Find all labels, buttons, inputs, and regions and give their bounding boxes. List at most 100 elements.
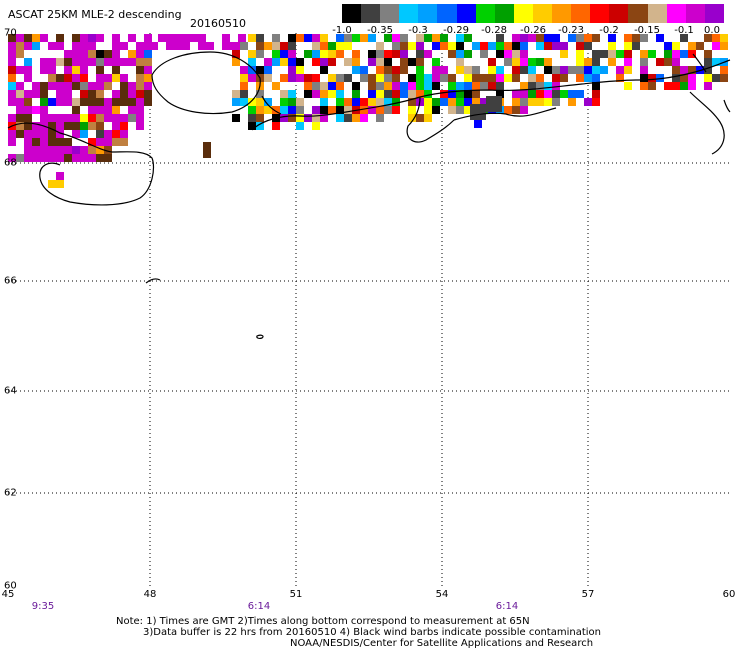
colorbar-swatch xyxy=(552,4,572,23)
wind-cell xyxy=(136,42,144,50)
wind-cell xyxy=(280,42,288,50)
wind-cell xyxy=(320,114,328,122)
lon-label: 51 xyxy=(289,589,303,600)
wind-cell xyxy=(400,34,408,42)
wind-cell xyxy=(320,42,328,50)
wind-cell xyxy=(456,82,464,90)
wind-cell xyxy=(232,98,240,106)
lat-lon-gridlines xyxy=(8,33,730,587)
wind-cell xyxy=(584,66,592,74)
wind-cell xyxy=(96,114,104,122)
wind-cell xyxy=(88,90,96,98)
wind-cell xyxy=(264,42,272,50)
wind-cell xyxy=(112,114,120,122)
wind-cell xyxy=(544,42,552,50)
wind-cell xyxy=(368,106,376,114)
wind-cell xyxy=(222,42,230,50)
wind-cell xyxy=(440,90,448,98)
wind-cell xyxy=(56,154,64,162)
wind-cell xyxy=(486,96,502,112)
wind-cell xyxy=(296,122,304,130)
wind-cell xyxy=(120,130,128,138)
wind-cell xyxy=(96,34,104,42)
wind-cell xyxy=(576,50,584,58)
wind-cell xyxy=(144,50,152,58)
wind-cell xyxy=(544,34,552,42)
time-label: 9:35 xyxy=(31,601,55,612)
wind-cell xyxy=(512,90,520,98)
wind-cell xyxy=(392,42,400,50)
wind-cell xyxy=(320,98,328,106)
wind-cell xyxy=(128,114,136,122)
wind-cell xyxy=(416,66,424,74)
wind-cell xyxy=(64,138,72,146)
wind-cell xyxy=(312,114,320,122)
wind-cell xyxy=(592,90,600,98)
wind-cell xyxy=(432,34,440,42)
wind-cell xyxy=(488,66,496,74)
wind-cell xyxy=(664,50,672,58)
wind-cell xyxy=(232,90,240,98)
wind-cell xyxy=(704,58,712,66)
wind-cell xyxy=(128,98,136,106)
wind-cell xyxy=(488,58,496,66)
footer-note-line-2: 3)Data buffer is 22 hrs from 20160510 4)… xyxy=(143,627,601,638)
wind-cell xyxy=(672,50,680,58)
wind-cell xyxy=(472,42,480,50)
wind-cell xyxy=(584,34,592,42)
wind-cell xyxy=(352,66,360,74)
wind-cell xyxy=(272,58,280,66)
wind-cell xyxy=(280,98,288,106)
wind-cell xyxy=(384,90,392,98)
wind-cell xyxy=(448,106,456,114)
wind-cell xyxy=(336,34,344,42)
wind-cell xyxy=(144,58,152,66)
wind-cell xyxy=(440,42,448,50)
wind-cell xyxy=(360,34,368,42)
wind-cell xyxy=(584,74,592,82)
wind-cell xyxy=(80,146,88,154)
wind-cell xyxy=(72,98,80,106)
wind-cell xyxy=(416,58,424,66)
wind-cell xyxy=(376,106,384,114)
wind-cell xyxy=(72,154,80,162)
wind-cell xyxy=(120,106,128,114)
colorbar-swatch xyxy=(685,4,705,23)
wind-cell xyxy=(544,82,552,90)
wind-cell xyxy=(352,34,360,42)
wind-cell xyxy=(104,130,112,138)
colorbar-swatch xyxy=(704,4,724,23)
wind-cell xyxy=(56,82,64,90)
wind-cell xyxy=(16,154,24,162)
wind-cell xyxy=(232,114,240,122)
wind-cell xyxy=(448,90,456,98)
wind-cell xyxy=(104,154,112,162)
wind-cell xyxy=(432,66,440,74)
wind-cell xyxy=(264,74,272,82)
wind-cell xyxy=(256,42,264,50)
wind-cell xyxy=(8,50,16,58)
wind-cell xyxy=(48,114,56,122)
wind-cell xyxy=(544,90,552,98)
wind-cell xyxy=(136,58,144,66)
wind-cell xyxy=(320,82,328,90)
wind-cell xyxy=(400,42,408,50)
wind-cell xyxy=(328,90,336,98)
wind-cell xyxy=(80,42,88,50)
wind-cell xyxy=(360,98,368,106)
wind-cell xyxy=(136,98,144,106)
wind-cell xyxy=(360,106,368,114)
wind-cell xyxy=(408,74,416,82)
time-label: 6:14 xyxy=(247,601,271,612)
wind-cell xyxy=(64,34,72,42)
wind-cell xyxy=(56,66,64,74)
wind-cell xyxy=(112,74,120,82)
wind-cell xyxy=(624,58,632,66)
wind-cell xyxy=(712,42,720,50)
wind-cell xyxy=(536,82,544,90)
wind-cell xyxy=(104,74,112,82)
wind-cell xyxy=(512,50,520,58)
wind-cell xyxy=(408,42,416,50)
wind-cell xyxy=(112,66,120,74)
wind-cell xyxy=(536,98,544,106)
